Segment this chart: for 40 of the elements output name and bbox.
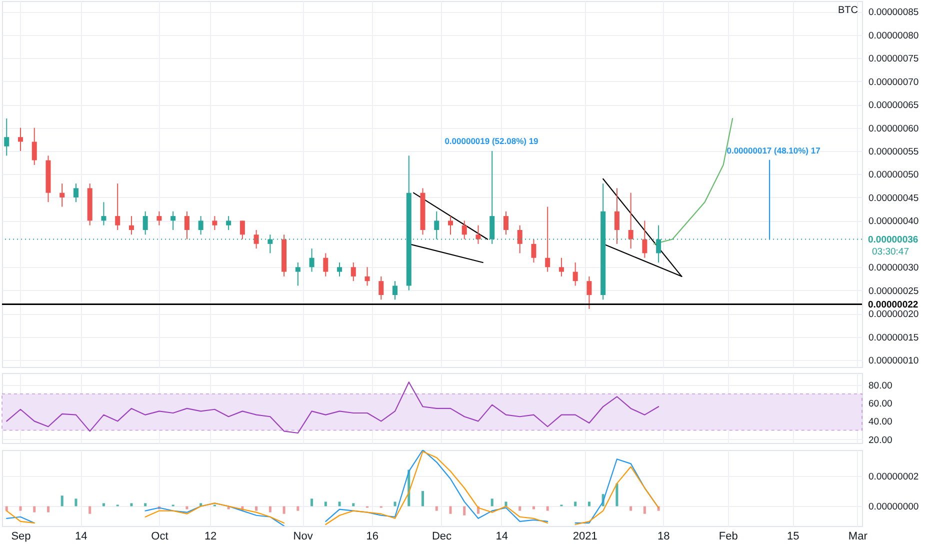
y-tick-label: 0.00000060 <box>868 123 919 134</box>
y-tick-label: 60.00 <box>868 398 892 410</box>
text: 03:30:47 <box>872 246 909 258</box>
y-tick-label: 0.00000065 <box>868 100 919 112</box>
y-tick-label: 40.00 <box>868 416 892 428</box>
x-tick-label: 16 <box>366 530 379 542</box>
y-tick-label: 0.00000070 <box>868 76 919 88</box>
y-tick-label: 0.00000080 <box>868 30 919 42</box>
y-tick-label: 80.00 <box>868 380 892 392</box>
y-tick-label: 0.00000075 <box>868 54 919 65</box>
x-tick-label: 12 <box>204 530 217 542</box>
y-tick-label: 0.00000030 <box>868 262 919 274</box>
x-tick-label: 14 <box>74 530 88 542</box>
x-tick-label: Dec <box>432 530 452 542</box>
x-tick-label: Nov <box>293 530 314 542</box>
y-tick-label: 0.00000020 <box>868 309 919 320</box>
x-tick-label: Mar <box>848 530 868 542</box>
ref-line-label: 0.00000036 <box>868 234 918 246</box>
x-tick-label: 15 <box>787 530 800 542</box>
annotation: 0.00000019 (52.08%) 19 <box>444 136 539 146</box>
y-tick-label: 0.00000045 <box>868 192 919 204</box>
ref-line-label: 0.00000022 <box>868 299 918 310</box>
y-tick-label: 20.00 <box>868 434 892 446</box>
y-tick-label: 0.00000025 <box>868 286 919 297</box>
y-tick-label: 0.00000010 <box>868 356 919 367</box>
y-tick-label: 0.00000085 <box>868 7 919 18</box>
y-tick-label: 0.00000002 <box>868 471 919 482</box>
annotation: 0.00000017 (48.10%) 17 <box>726 145 821 156</box>
x-tick-label: 2021 <box>572 530 598 542</box>
y-tick-label: 0.00000050 <box>868 170 919 181</box>
x-tick-label: Feb <box>718 530 738 542</box>
y-tick-label: 0.00000000 <box>868 502 919 513</box>
x-tick-label: 14 <box>496 530 508 542</box>
x-tick-label: Oct <box>151 530 168 542</box>
x-tick-label: 18 <box>658 530 670 542</box>
y-tick-label: 0.00000055 <box>868 146 919 158</box>
y-tick-label: 0.00000040 <box>868 216 919 228</box>
y-tick-label: 0.00000015 <box>868 332 919 344</box>
x-tick-label: Sep <box>11 530 31 542</box>
annotation: BTC <box>838 5 858 16</box>
